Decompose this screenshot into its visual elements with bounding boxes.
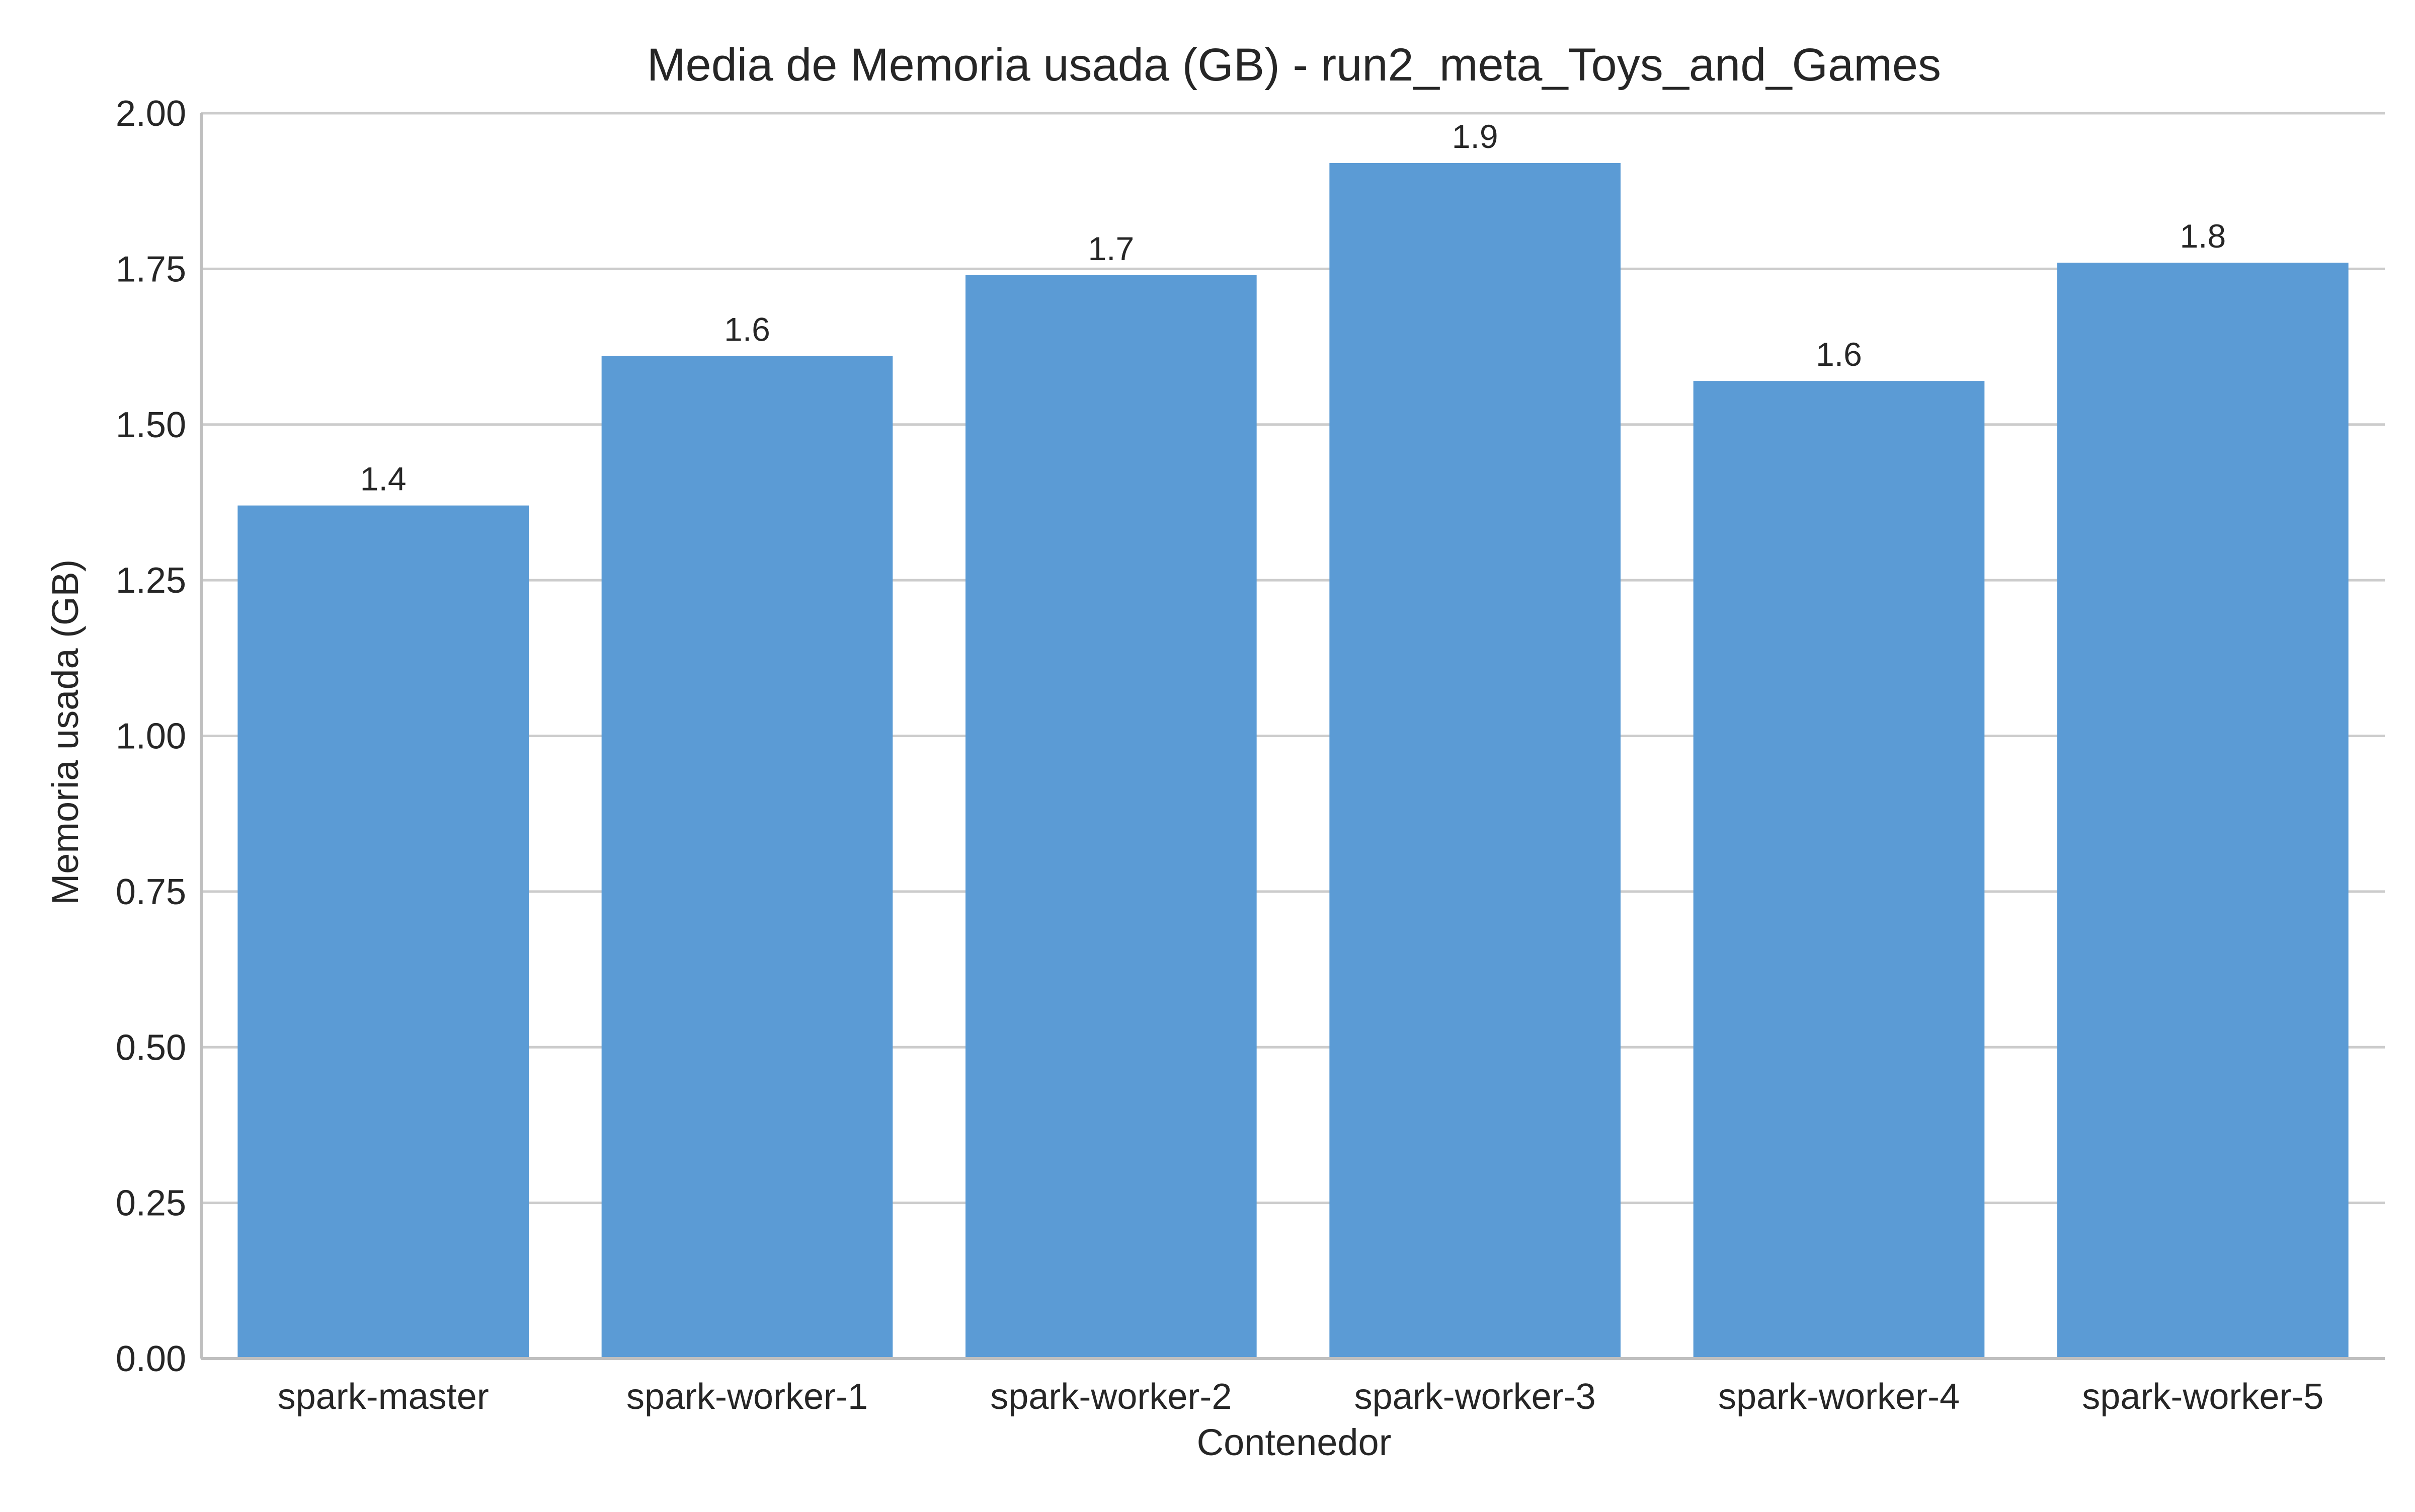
y-tick-label: 1.00: [116, 717, 186, 757]
y-tick-label: 1.25: [116, 561, 186, 601]
y-tick-label: 1.50: [116, 405, 186, 445]
y-tick-label: 0.25: [116, 1183, 186, 1224]
y-tick-label: 1.75: [116, 249, 186, 289]
data-label: 1.8: [2180, 217, 2226, 255]
bar-spark-master: [237, 505, 529, 1359]
bar-spark-worker-4: [1693, 381, 1985, 1359]
y-tick-label: 0.75: [116, 872, 186, 912]
y-tick-label: 2.00: [116, 94, 186, 134]
data-label: 1.9: [1452, 118, 1498, 155]
data-label: 1.6: [1816, 336, 1862, 373]
bar-layer: 1.4 1.6 1.7 1.9 1.6 1.8: [237, 118, 2349, 1359]
data-label: 1.6: [724, 311, 770, 348]
data-label: 1.7: [1088, 230, 1134, 267]
bar-spark-worker-5: [2057, 263, 2349, 1359]
x-tick-label: spark-worker-5: [2082, 1377, 2323, 1417]
bar-spark-worker-3: [1329, 163, 1621, 1359]
axis-layer: 0.00 0.25 0.50 0.75 1.00 1.25 1.50 1.75 2.00 spar…: [116, 94, 2385, 1417]
x-tick-label: spark-worker-3: [1354, 1377, 1596, 1417]
bar-spark-worker-1: [601, 356, 893, 1359]
x-tick-label: spark-worker-2: [990, 1377, 1232, 1417]
grid-layer: [201, 112, 2385, 1360]
bar-spark-worker-2: [965, 275, 1257, 1359]
y-axis-label: Memoria usada (GB): [44, 560, 86, 905]
x-tick-label: spark-worker-4: [1718, 1377, 1960, 1417]
x-tick-label: spark-master: [278, 1377, 489, 1417]
y-tick-label: 0.50: [116, 1027, 186, 1068]
chart-title: Media de Memoria usada (GB) - run2_meta_…: [647, 39, 1941, 91]
x-axis-label: Contenedor: [1197, 1421, 1392, 1463]
x-tick-label: spark-worker-1: [626, 1377, 868, 1417]
y-tick-label: 0.00: [116, 1339, 186, 1379]
data-label: 1.4: [360, 460, 407, 498]
